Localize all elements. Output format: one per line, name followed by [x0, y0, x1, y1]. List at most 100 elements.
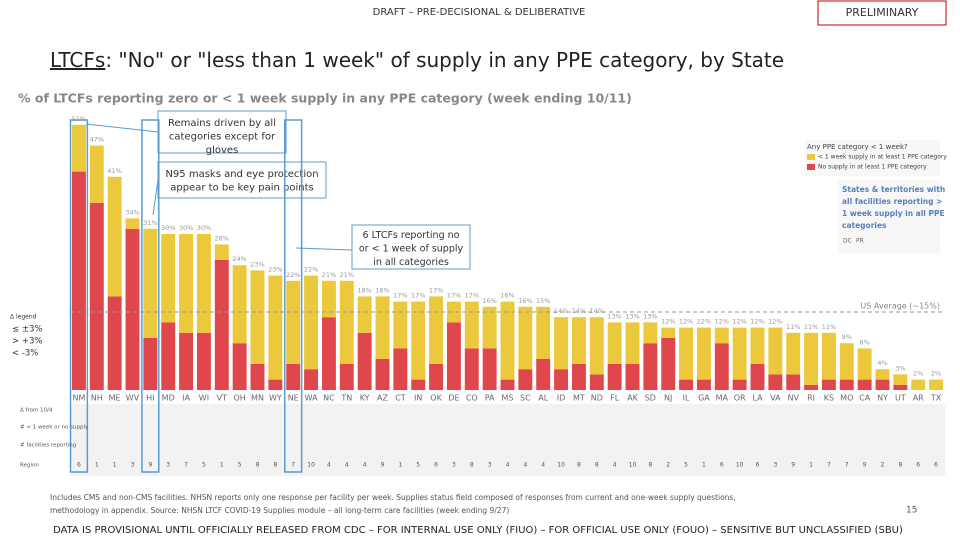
bar-segment	[786, 374, 801, 390]
region-value: 3	[452, 462, 456, 469]
bar-segment	[446, 301, 461, 323]
legend-label: No supply in at least 1 PPE category	[818, 164, 927, 171]
x-tick-label: OR	[734, 394, 746, 403]
total-label: 21%	[340, 271, 354, 279]
bar-segment	[768, 374, 783, 390]
total-label: 18%	[375, 286, 389, 294]
total-label: 11%	[822, 323, 836, 331]
region-value: 3	[166, 462, 170, 469]
annotation: N95 masks and eye protection appear to be…	[165, 169, 318, 194]
region-value: 4	[345, 462, 349, 469]
total-label: 12%	[661, 318, 675, 326]
bar-segment	[839, 379, 854, 390]
bar-segment	[286, 364, 301, 390]
total-label: 12%	[750, 318, 764, 326]
bar-segment	[518, 369, 533, 390]
bar-segment	[89, 202, 104, 390]
region-value: 6	[756, 462, 760, 469]
total-label: 31%	[143, 219, 157, 227]
x-tick-label: SD	[645, 394, 656, 403]
bar-segment	[232, 343, 247, 390]
region-value: 8	[898, 462, 902, 469]
total-label: 34%	[125, 208, 139, 216]
bar-segment	[250, 270, 265, 364]
bar-segment	[786, 332, 801, 375]
total-label: 22%	[304, 266, 318, 274]
bar-segment	[911, 379, 926, 390]
total-label: 12%	[732, 318, 746, 326]
legend-box	[805, 140, 940, 176]
table-row-label: # facilities reporting	[20, 443, 76, 449]
x-tick-label: TX	[930, 394, 942, 403]
bar-segment	[107, 176, 122, 297]
x-tick-label: AL	[538, 394, 548, 403]
bar-segment	[589, 374, 604, 390]
bar-segment	[464, 301, 479, 349]
region-value: 5	[238, 462, 242, 469]
bar-segment	[625, 322, 640, 364]
total-label: 13%	[607, 312, 621, 320]
callout-line	[85, 123, 159, 133]
bar-segment	[857, 379, 872, 390]
total-label: 15%	[536, 297, 550, 305]
table-row-label: Region	[20, 463, 39, 469]
total-label: 2%	[913, 370, 923, 378]
x-tick-label: NC	[323, 394, 335, 403]
region-value: 8	[648, 462, 652, 469]
region-value: 5	[416, 462, 420, 469]
bar-segment	[429, 364, 444, 390]
region-value: 4	[541, 462, 545, 469]
region-value: 10	[307, 462, 315, 469]
total-label: 18%	[357, 286, 371, 294]
total-label: 14%	[590, 307, 604, 315]
x-tick-label: HI	[146, 394, 154, 403]
chart-title: % of LTCFs reporting zero or < 1 week su…	[18, 91, 632, 106]
bar-segment	[375, 296, 390, 359]
banner: DATA IS PROVISIONAL UNTIL OFFICIALLY REL…	[53, 525, 903, 536]
bar-segment	[857, 348, 872, 380]
x-tick-label: WV	[126, 394, 140, 403]
region-value: 7	[827, 462, 831, 469]
legend-label: < 1 week supply in at least 1 PPE catego…	[818, 154, 947, 161]
x-tick-label: CA	[859, 394, 871, 403]
callout-box	[157, 161, 327, 199]
bar-segment	[607, 364, 622, 390]
badge-box	[817, 0, 947, 26]
x-tick-label: ND	[591, 394, 603, 403]
x-tick-label: OK	[430, 394, 442, 403]
region-value: 8	[273, 462, 277, 469]
delta-legend-item: < -3%	[12, 349, 38, 359]
x-tick-label: ME	[109, 394, 121, 403]
x-tick-label: AR	[913, 394, 924, 403]
bar-segment	[268, 275, 283, 380]
bar-segment	[125, 228, 140, 390]
total-label: 17%	[447, 292, 461, 300]
bar-segment	[554, 369, 569, 390]
bar-segment	[554, 317, 569, 370]
bar-segment	[232, 265, 247, 344]
bar-segment	[893, 384, 908, 390]
region-value: 1	[398, 462, 402, 469]
total-label: 30%	[161, 224, 175, 232]
side-note-title: States & territories with all facilities …	[842, 185, 945, 230]
region-value: 6	[434, 462, 438, 469]
bar-segment	[464, 348, 479, 390]
region-value: 7	[291, 462, 295, 469]
total-label: 17%	[393, 292, 407, 300]
table-bg	[70, 404, 945, 476]
bar-segment	[357, 332, 372, 390]
x-tick-label: MT	[573, 394, 585, 403]
bar-segment	[696, 379, 711, 390]
region-value: 4	[523, 462, 527, 469]
x-tick-label: FL	[610, 394, 620, 403]
x-tick-label: CO	[466, 394, 478, 403]
legend-swatch	[807, 164, 815, 170]
footnote: Includes CMS and non-CMS facilities. NHS…	[50, 493, 736, 515]
bar-segment	[321, 280, 336, 318]
total-label: 3%	[895, 364, 905, 372]
delta-legend-item: > +3%	[12, 337, 42, 347]
bar-segment	[804, 384, 819, 390]
x-tick-label: RI	[807, 394, 815, 403]
bar-segment	[304, 275, 319, 370]
